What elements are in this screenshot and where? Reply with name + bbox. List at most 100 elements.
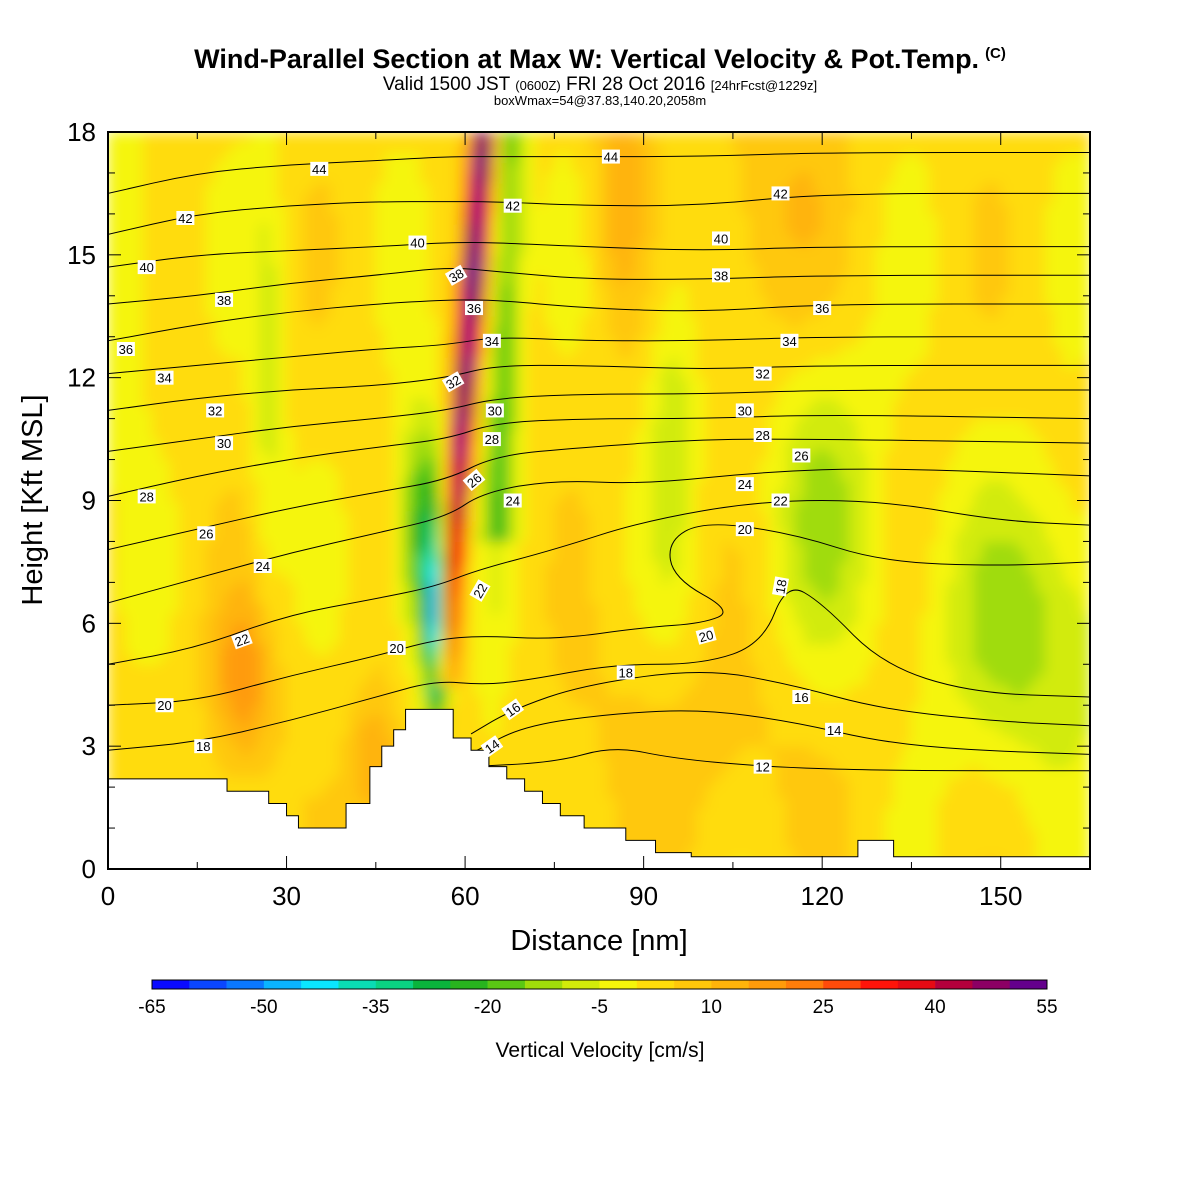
field-cell <box>411 336 421 348</box>
field-cell <box>393 366 404 379</box>
field-cell <box>589 704 600 716</box>
field-cell <box>482 346 493 358</box>
field-cell <box>286 807 296 819</box>
field-cell <box>660 776 671 788</box>
field-cell <box>384 633 395 645</box>
field-cell <box>411 203 421 215</box>
field-cell <box>607 592 618 604</box>
field-cell <box>589 315 600 327</box>
field-cell <box>250 459 261 471</box>
field-cell <box>652 827 662 839</box>
field-cell <box>161 132 171 143</box>
field-cell <box>509 653 520 665</box>
field-cell <box>178 223 189 235</box>
field-cell <box>232 213 243 225</box>
field-cell <box>536 622 546 635</box>
field-cell <box>705 848 716 860</box>
field-cell <box>696 745 707 757</box>
field-cell <box>241 418 252 430</box>
field-cell <box>536 162 546 174</box>
field-cell <box>455 151 466 164</box>
field-cell <box>571 387 582 399</box>
field-cell <box>652 766 662 778</box>
field-cell <box>678 336 689 348</box>
field-cell <box>108 653 118 665</box>
field-cell <box>571 244 582 256</box>
field-cell <box>303 500 314 512</box>
field-cell <box>589 489 600 501</box>
field-cell <box>348 725 359 737</box>
field-cell <box>108 612 118 624</box>
field-cell <box>687 254 698 266</box>
field-cell <box>536 213 546 225</box>
field-cell <box>348 704 359 716</box>
field-cell <box>268 561 279 573</box>
field-cell <box>607 817 618 829</box>
field-cell <box>223 735 234 747</box>
field-cell <box>714 602 725 614</box>
field-cell <box>384 510 395 522</box>
field-cell <box>384 315 395 327</box>
field-cell <box>598 745 609 757</box>
field-cell <box>223 264 234 276</box>
field-cell <box>509 684 520 696</box>
field-cell <box>108 704 118 716</box>
field-cell <box>464 633 475 645</box>
field-cell <box>437 684 448 696</box>
field-cell <box>294 366 305 379</box>
field-cell <box>652 428 662 440</box>
field-cell <box>634 377 645 389</box>
field-cell <box>643 643 654 655</box>
field-cell <box>277 325 288 338</box>
field-cell <box>660 551 671 563</box>
field-cell <box>589 377 600 389</box>
field-cell <box>696 540 707 553</box>
field-cell <box>696 182 707 194</box>
field-cell <box>187 469 198 481</box>
field-cell <box>108 336 118 348</box>
field-cell <box>294 796 305 809</box>
field-cell <box>437 336 448 348</box>
field-cell <box>303 581 314 594</box>
field-cell <box>634 336 645 348</box>
field-cell <box>527 213 538 225</box>
field-cell <box>598 694 609 706</box>
field-cell <box>518 725 529 737</box>
field-cell <box>250 694 261 706</box>
field-cell <box>527 581 538 594</box>
field-cell <box>330 448 341 461</box>
field-cell <box>607 295 618 307</box>
field-cell <box>473 448 484 461</box>
field-cell <box>509 223 520 235</box>
field-cell <box>384 469 395 481</box>
field-cell <box>571 551 582 563</box>
field-cell <box>411 172 421 184</box>
field-cell <box>643 346 654 358</box>
field-cell <box>134 285 145 297</box>
field-cell <box>277 653 288 665</box>
field-cell <box>303 633 314 645</box>
field-cell <box>348 540 359 553</box>
field-cell <box>268 571 279 583</box>
field-cell <box>161 295 171 307</box>
field-cell <box>580 704 591 716</box>
field-cell <box>232 694 243 706</box>
field-cell <box>312 346 323 358</box>
field-cell <box>375 151 386 164</box>
field-cell <box>437 479 448 491</box>
field-cell <box>696 407 707 420</box>
field-cell <box>286 387 296 399</box>
field-cell <box>223 315 234 327</box>
field-cell <box>178 479 189 491</box>
field-cell <box>357 397 368 409</box>
field-cell <box>384 244 395 256</box>
field-cell <box>348 735 359 747</box>
field-cell <box>196 674 207 686</box>
field-cell <box>419 315 430 327</box>
field-cell <box>250 305 261 317</box>
field-cell <box>500 714 511 727</box>
field-cell <box>125 264 136 276</box>
field-cell <box>518 254 529 266</box>
field-cell <box>571 233 582 246</box>
field-cell <box>196 725 207 737</box>
